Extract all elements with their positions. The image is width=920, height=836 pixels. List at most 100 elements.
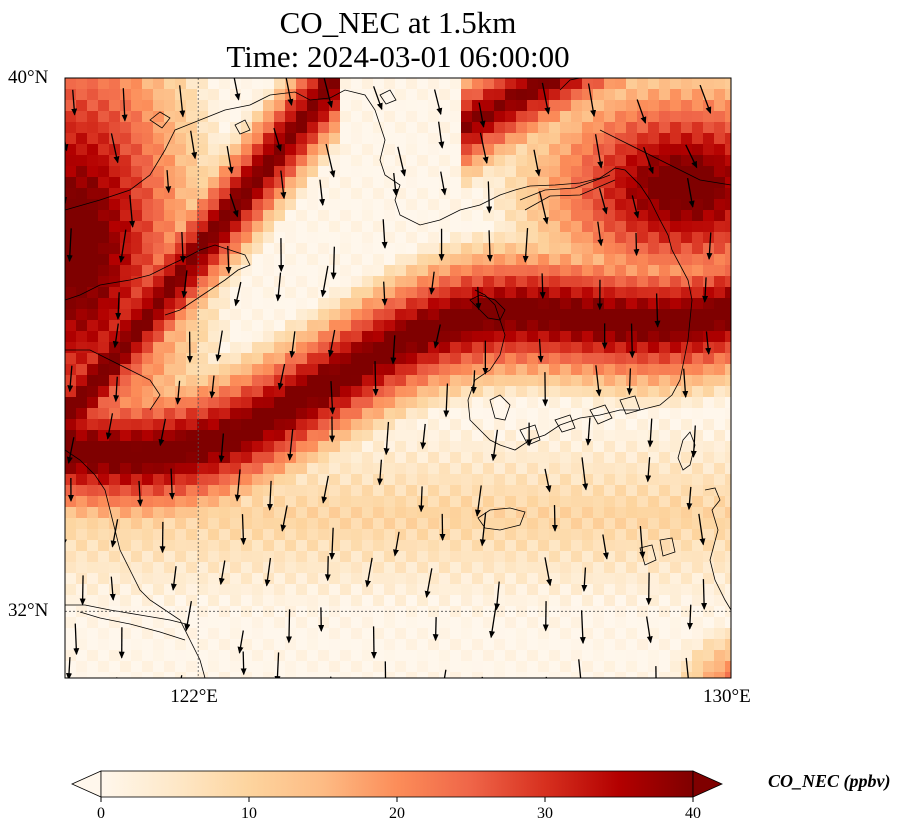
field-cell [164,232,176,244]
field-cell [274,298,286,310]
field-cell [637,496,649,508]
field-cell [197,617,209,629]
field-cell [428,331,440,343]
field-cell [494,496,506,508]
field-cell [164,375,176,387]
field-cell [461,133,473,145]
field-cell [670,617,682,629]
field-cell [263,507,275,519]
field-cell [472,408,484,420]
field-cell [263,232,275,244]
field-cell [582,265,594,277]
field-cell [582,243,594,255]
field-cell [175,221,187,233]
field-cell [175,496,187,508]
field-cell [197,133,209,145]
field-cell [527,89,539,101]
field-cell [439,430,451,442]
field-cell [516,221,528,233]
field-cell [582,419,594,431]
field-cell [87,507,99,519]
field-cell [87,485,99,497]
field-cell [681,265,693,277]
field-cell [571,331,583,343]
field-cell [560,155,572,167]
field-cell [406,628,418,640]
field-cell [307,595,319,607]
wind-arrow [581,567,588,592]
field-cell [186,353,198,365]
field-cell [175,485,187,497]
field-cell [505,628,517,640]
wind-arrow [275,272,282,302]
field-cell [131,320,143,332]
field-cell [681,78,693,90]
field-cell [648,243,660,255]
field-cell [615,243,627,255]
field-cell [516,298,528,310]
field-cell [527,100,539,112]
field-cell [593,188,605,200]
field-cell [65,133,77,145]
field-cell [703,298,715,310]
field-cell [692,606,704,618]
field-cell [153,177,165,189]
field-cell [252,430,264,442]
field-cell [461,397,473,409]
field-cell [263,639,275,651]
field-cell [384,639,396,651]
field-cell [472,397,484,409]
field-cell [494,342,506,354]
field-cell [505,144,517,156]
field-cell [670,639,682,651]
field-cell [318,177,330,189]
field-cell [483,672,495,678]
field-cell [252,496,264,508]
field-cell [406,529,418,541]
wind-arrow [551,505,558,532]
field-cell [153,551,165,563]
field-cell [87,188,99,200]
field-cell [516,573,528,585]
field-cell [395,320,407,332]
field-cell [87,672,99,678]
field-cell [153,650,165,662]
field-cell [142,474,154,486]
field-cell [274,529,286,541]
field-cell [538,496,550,508]
field-cell [241,155,253,167]
wind-arrow [470,370,477,395]
field-cell [208,188,220,200]
field-cell [703,672,715,678]
field-cell [714,298,726,310]
wind-arrow [179,85,186,118]
field-cell [714,331,726,343]
field-cell [505,584,517,596]
field-cell [340,342,352,354]
field-cell [131,89,143,101]
field-cell [76,584,88,596]
field-cell [626,474,638,486]
field-cell [659,210,671,222]
field-cell [142,133,154,145]
field-cell [142,298,154,310]
wind-arrow [686,604,693,630]
field-cell [637,364,649,376]
field-cell [175,232,187,244]
field-cell [670,243,682,255]
field-cell [142,573,154,585]
field-cell [164,540,176,552]
field-cell [505,419,517,431]
field-cell [263,243,275,255]
field-cell [186,441,198,453]
field-cell [351,474,363,486]
field-cell [307,650,319,662]
field-cell [285,166,297,178]
field-cell [582,144,594,156]
field-cell [274,177,286,189]
field-cell [384,573,396,585]
field-cell [307,672,319,678]
field-cell [263,518,275,530]
field-cell [692,386,704,398]
field-cell [252,562,264,574]
